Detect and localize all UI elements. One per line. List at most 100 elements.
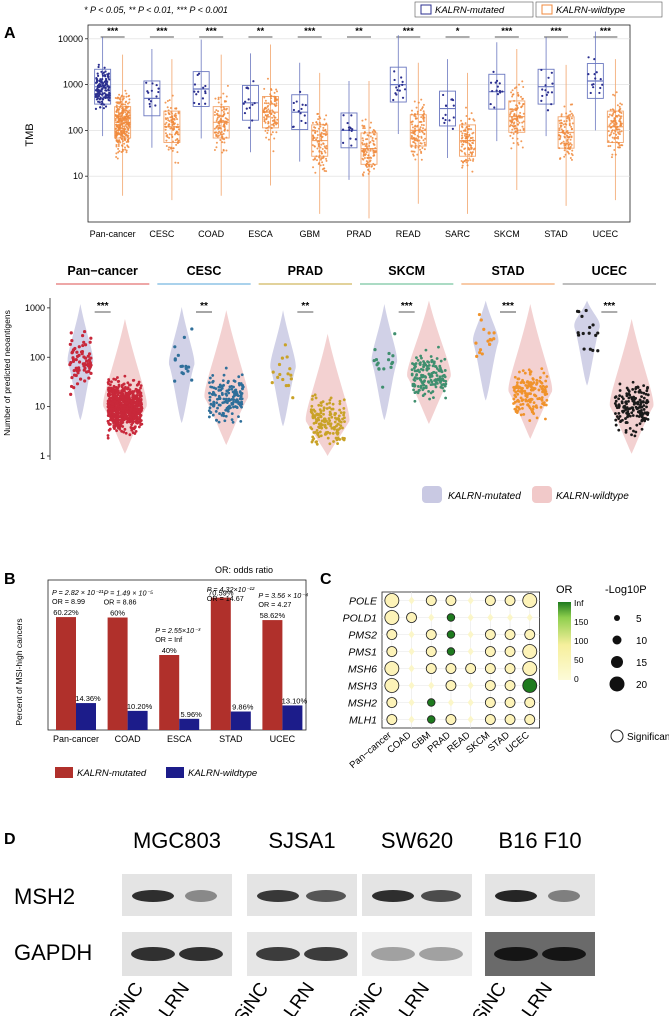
mutated-point	[591, 83, 594, 86]
wildtype-point	[272, 122, 275, 125]
wildtype-point	[266, 132, 269, 135]
wildtype-point	[315, 121, 318, 124]
mutated-point	[244, 100, 247, 103]
wildtype-point	[514, 395, 518, 399]
cell-marker	[467, 715, 474, 724]
wildtype-point	[220, 106, 223, 109]
wildtype-point	[167, 109, 170, 112]
mutated-point	[591, 323, 595, 327]
wildtype-point	[631, 408, 635, 412]
significance-note: * P < 0.05, ** P < 0.01, *** P < 0.001	[84, 5, 228, 15]
wildtype-point	[361, 124, 364, 127]
wildtype-point	[265, 136, 268, 139]
mutated-point	[480, 352, 484, 356]
legend-mutated-label: KALRN-mutated	[435, 5, 505, 16]
wildtype-point	[532, 401, 536, 405]
wildtype-point	[120, 383, 124, 387]
mutated-point	[101, 98, 104, 101]
msh2-band	[306, 890, 346, 902]
wildtype-point	[569, 145, 572, 148]
mutated-point	[99, 78, 102, 81]
wildtype-point	[610, 114, 613, 117]
wildtype-point	[373, 133, 376, 136]
wildtype-point	[559, 142, 562, 145]
wildtype-point	[315, 428, 319, 432]
wildtype-point	[239, 394, 243, 398]
wildtype-point	[563, 142, 566, 145]
mutated-point	[376, 361, 380, 365]
wildtype-point	[208, 381, 211, 385]
wildtype-point	[442, 389, 446, 393]
wildtype-point	[627, 390, 631, 393]
violin-legend-wildtype-swatch	[532, 486, 552, 503]
wildtype-point	[119, 405, 122, 409]
wildtype-point	[512, 125, 515, 128]
wildtype-point	[117, 111, 120, 114]
mutated-point	[100, 70, 103, 73]
cell-marker	[384, 610, 400, 625]
wildtype-point	[209, 402, 213, 406]
wildtype-point	[517, 385, 521, 389]
wildtype-point	[273, 103, 276, 106]
mutated-point	[94, 89, 98, 92]
wildtype-point	[165, 126, 168, 129]
wildtype-point	[125, 420, 129, 424]
mutated-point	[85, 359, 89, 363]
wildtype-point	[116, 108, 119, 111]
wildtype-point	[559, 125, 562, 128]
mutated-point	[247, 98, 250, 101]
wildtype-point	[177, 161, 180, 164]
mutated-point	[501, 90, 504, 93]
wildtype-point	[366, 166, 369, 169]
wildtype-point	[317, 112, 320, 115]
wildtype-point	[118, 113, 121, 116]
wildtype-point	[265, 117, 268, 120]
wildtype-point	[312, 137, 315, 140]
wildtype-point	[618, 128, 621, 131]
wildtype-point	[318, 121, 321, 124]
wildtype-point	[315, 138, 318, 141]
wildtype-point	[411, 120, 414, 123]
or-tick-label: Inf	[574, 598, 584, 608]
wildtype-point	[216, 406, 219, 410]
gapdh-band	[131, 947, 175, 961]
wildtype-point	[338, 438, 342, 441]
wildtype-point	[418, 144, 421, 147]
plot-frame	[381, 591, 541, 729]
wildtype-point	[516, 389, 520, 393]
wildtype-point	[223, 126, 226, 129]
wildtype-point	[272, 114, 275, 117]
row-label: PMS1	[348, 647, 377, 659]
wildtype-point	[319, 434, 323, 438]
mutated-point	[580, 314, 584, 319]
cell-marker	[408, 698, 415, 707]
y-tick-label: 10	[73, 171, 83, 181]
wildtype-point	[534, 405, 538, 409]
wildtype-point	[137, 397, 141, 400]
panel-c-dot-heatmap: C Pan−cancerCOADGBMPRADREADSKCMSTADUCECP…	[320, 571, 669, 771]
wildtype-point	[121, 98, 124, 101]
wildtype-point	[516, 132, 519, 135]
wildtype-point	[427, 360, 431, 364]
mutated-point	[83, 379, 87, 383]
wildtype-point	[411, 126, 414, 129]
y-tick-label: 100	[68, 125, 83, 135]
wildtype-point	[122, 430, 126, 434]
wildtype-point	[130, 423, 133, 427]
wildtype-point	[322, 412, 325, 416]
wildtype-point	[522, 412, 526, 416]
wildtype-point	[413, 150, 416, 153]
wildtype-point	[333, 413, 337, 417]
mutated-point	[204, 90, 207, 93]
mutated-point	[97, 63, 100, 66]
wildtype-point	[638, 388, 642, 392]
wildtype-point	[410, 150, 413, 153]
mutated-point	[248, 126, 251, 129]
mutated-point	[498, 82, 501, 85]
wildtype-point	[515, 405, 519, 409]
wildtype-point	[430, 374, 434, 378]
p-size-label: 5	[636, 614, 642, 625]
mutated-point	[545, 93, 548, 96]
wildtype-point	[415, 137, 418, 140]
wildtype-point	[609, 108, 612, 111]
